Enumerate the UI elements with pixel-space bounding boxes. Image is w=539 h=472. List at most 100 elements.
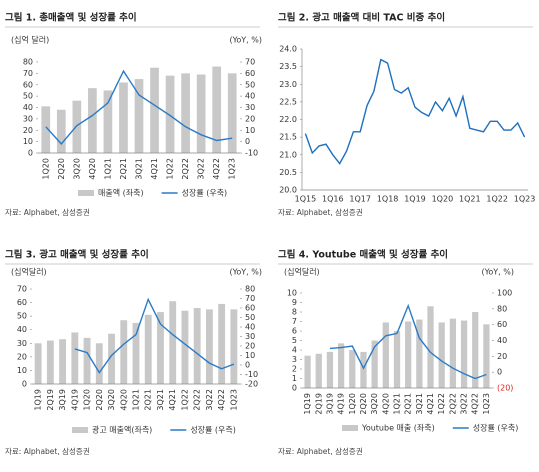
source: 자료: Alphabet, 삼성증권 <box>5 446 90 456</box>
y-tick-label: 8 <box>292 308 297 317</box>
x-tick-label: 1Q16 <box>322 195 344 204</box>
x-tick-label: 3Q20 <box>107 389 116 411</box>
x-tick-label: 2Q21 <box>404 393 413 415</box>
legend-swatch <box>78 190 94 196</box>
x-tick-label: 3Q19 <box>58 389 67 411</box>
source: 자료: Alphabet, 삼성증권 <box>278 446 363 456</box>
bar <box>416 319 423 388</box>
bar <box>230 309 238 384</box>
bar <box>181 73 190 153</box>
x-tick-label: 1Q22 <box>180 389 189 411</box>
x-tick-label: 3Q21 <box>156 389 165 411</box>
y-tick-label: 20 <box>23 126 33 135</box>
y2-tick-label: -10 <box>245 370 258 379</box>
bar <box>41 106 51 153</box>
y-tick-label: 21.5 <box>279 133 297 142</box>
y-tick-label: 20 <box>17 352 27 361</box>
x-tick-label: 1Q15 <box>295 195 317 204</box>
bar <box>360 351 367 388</box>
x-tick-label: 1Q17 <box>349 195 371 204</box>
x-tick-label: 3Q21 <box>135 158 144 180</box>
bar <box>196 74 206 153</box>
y2-tick-label: 10 <box>245 126 255 135</box>
bar <box>108 333 115 384</box>
y2-tick-label: 20 <box>245 342 255 351</box>
chart-title: 그림 3. 광고 매출액 및 성장률 추이 <box>5 249 149 261</box>
y-tick-label: 10 <box>287 289 297 298</box>
line <box>74 297 235 374</box>
y-tick-label: 70 <box>23 69 33 78</box>
y-tick-label: 7 <box>292 317 297 326</box>
x-tick-label: 1Q23 <box>228 158 237 180</box>
x-tick-label: 2Q20 <box>359 393 368 415</box>
bar <box>134 79 144 153</box>
y2-tick-label: 50 <box>245 80 255 89</box>
bar <box>218 303 226 384</box>
x-tick-label: 1Q19 <box>303 393 312 415</box>
legend-label: Youtube 매출 (좌축) <box>361 423 435 433</box>
x-tick-label: 1Q19 <box>404 195 426 204</box>
bar <box>393 331 401 388</box>
y-axis-label: (십억달러) <box>284 267 320 277</box>
x-tick-label: 1Q20 <box>41 158 50 180</box>
bar <box>88 88 97 153</box>
bar <box>337 343 345 388</box>
y2-tick-label: 0 <box>245 361 250 370</box>
legend-label: 매출액 (좌축) <box>98 188 144 198</box>
x-tick-label: 2Q20 <box>57 158 66 180</box>
x-tick-label: 4Q21 <box>150 158 159 180</box>
y-tick-label: 1 <box>292 374 297 383</box>
line <box>304 58 526 165</box>
y2-tick-label: 10 <box>245 351 255 360</box>
y-tick-label: 80 <box>23 58 33 67</box>
y2-tick-label: 40 <box>245 323 255 332</box>
x-tick-label: 1Q23 <box>514 195 536 204</box>
y2-axis-label: (YoY, %) <box>229 268 262 277</box>
legend-swatch <box>342 425 358 431</box>
bar <box>71 332 79 384</box>
y2-tick-label: 30 <box>245 103 255 112</box>
bar <box>120 320 128 384</box>
y-tick-label: 23.5 <box>279 62 297 71</box>
x-tick-label: 2Q19 <box>46 389 55 411</box>
chart-title: 그림 1. 총매출액 및 성장률 추이 <box>5 12 137 24</box>
y2-tick-label: 0 <box>497 368 502 377</box>
bar <box>165 75 175 153</box>
y2-tick-label: 80 <box>245 285 255 294</box>
y2-tick-label: -10 <box>245 149 258 158</box>
x-tick-label: 1Q21 <box>103 158 112 180</box>
bar <box>144 314 152 384</box>
x-tick-label: 1Q21 <box>459 195 481 204</box>
y-tick-label: 10 <box>17 366 27 375</box>
x-tick-label: 4Q22 <box>212 158 221 180</box>
bar <box>103 90 113 153</box>
bar <box>132 322 140 384</box>
x-tick-label: 2Q21 <box>119 158 128 180</box>
x-tick-label: 1Q18 <box>377 195 399 204</box>
y2-tick-label: 70 <box>245 58 255 67</box>
y-tick-label: 6 <box>292 327 297 336</box>
x-tick-label: 1Q22 <box>437 393 446 415</box>
x-tick-label: 4Q22 <box>217 389 226 411</box>
x-tick-label: 3Q22 <box>197 158 206 180</box>
x-tick-label: 4Q20 <box>88 158 97 180</box>
bar <box>46 340 54 384</box>
x-tick-label: 2Q22 <box>448 393 457 415</box>
x-tick-label: 3Q21 <box>415 393 424 415</box>
x-tick-label: 4Q21 <box>426 393 435 415</box>
y2-tick-label: 40 <box>245 92 255 101</box>
y-tick-label: 0 <box>292 384 297 393</box>
y-tick-label: 10 <box>23 137 33 146</box>
x-tick-label: 2Q21 <box>144 389 153 411</box>
bar <box>169 301 177 384</box>
y-tick-label: 23.0 <box>279 80 297 89</box>
y2-tick-label: 60 <box>245 304 255 313</box>
x-tick-label: 4Q19 <box>70 389 79 411</box>
y-tick-label: 2 <box>292 365 297 374</box>
bar <box>95 343 103 384</box>
y2-tick-label: 60 <box>245 69 255 78</box>
y-axis-label: (십억달러) <box>11 267 47 277</box>
bar <box>304 355 311 388</box>
y-tick-label: 30 <box>23 114 33 123</box>
